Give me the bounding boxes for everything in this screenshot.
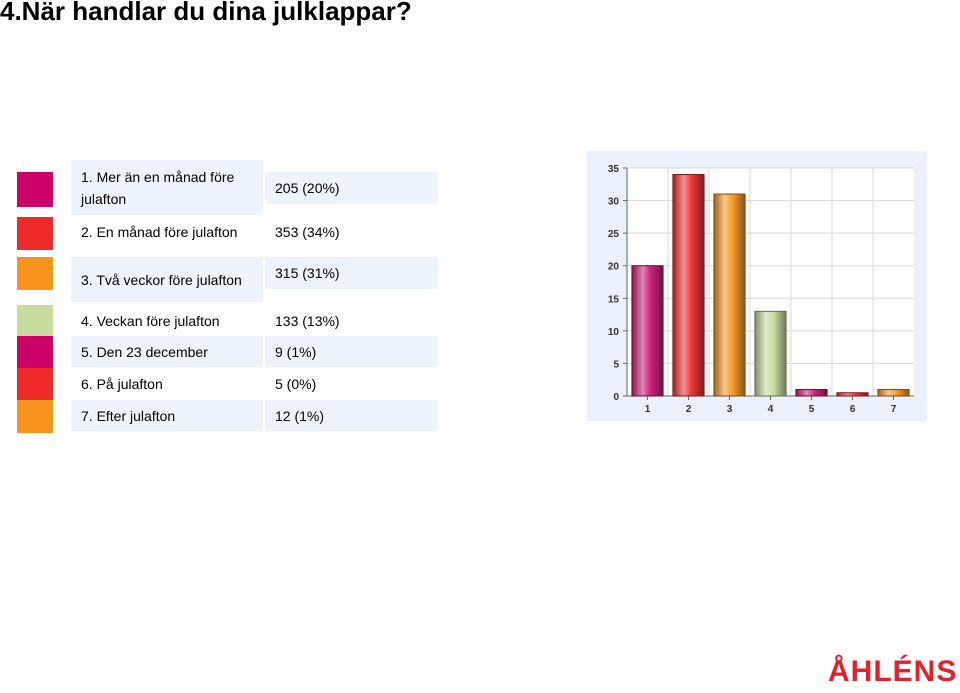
legend-value: 315 (31%): [265, 257, 438, 289]
bar: [672, 174, 705, 397]
legend-label: 5. Den 23 december: [71, 336, 263, 367]
y-tick-label: 5: [613, 359, 619, 370]
y-tick-label: 15: [608, 294, 620, 305]
legend-swatch: [17, 305, 53, 338]
bar: [836, 392, 869, 397]
legend-value: 5 (0%): [275, 375, 317, 392]
legend-value: 9 (1%): [265, 336, 438, 367]
x-tick-label: 7: [891, 404, 897, 415]
legend-value: 12 (1%): [265, 400, 438, 431]
legend-row: 1. Mer än en månad före julafton 205 (20%…: [17, 160, 438, 215]
x-tick-label: 6: [850, 404, 856, 415]
legend-swatch: [17, 217, 53, 250]
legend-label: 7. Efter julafton: [71, 400, 263, 431]
legend-value: 205 (20%): [265, 172, 438, 204]
bar: [631, 265, 664, 397]
y-tick-label: 10: [608, 327, 620, 338]
legend-label: 3. Två veckor före julafton: [71, 257, 263, 302]
legend-swatch: [17, 336, 53, 369]
legend-row: 7. Efter julafton 12 (1%): [17, 400, 438, 433]
legend-row: 2. En månad före julafton 353 (34%): [17, 217, 438, 250]
legend-label: 4. Veckan före julafton: [81, 312, 220, 329]
legend-swatch: [17, 172, 53, 207]
bar: [795, 388, 828, 397]
legend-value: 353 (34%): [275, 224, 340, 240]
x-tick-label: 5: [809, 404, 815, 415]
bar: [877, 388, 910, 397]
legend-label: 1. Mer än en månad före julafton: [71, 160, 263, 215]
legend-swatch: [17, 368, 53, 401]
chart-frame: 0 5 10 15 20 25 30 35 1 2 3 4 5 6 7: [587, 151, 927, 421]
legend-row: 6. På julafton 5 (0%): [17, 368, 438, 401]
y-tick-label: 25: [608, 229, 620, 240]
legend-row: 4. Veckan före julafton 133 (13%): [17, 305, 438, 338]
page-title: 4.När handlar du dina julklappar?: [0, 0, 412, 26]
bar-chart: 0 5 10 15 20 25 30 35 1 2 3 4 5 6 7: [608, 164, 914, 415]
y-tick-label: 20: [608, 262, 620, 273]
x-tick-label: 2: [686, 404, 692, 415]
x-tick-label: 1: [645, 404, 651, 415]
legend-row: 3. Två veckor före julafton 315 (31%): [17, 257, 438, 302]
y-tick-label: 35: [608, 164, 620, 175]
legend-swatch: [17, 400, 53, 433]
bar: [713, 193, 746, 397]
legend-value: 133 (13%): [275, 312, 340, 329]
ahlens-logo: ÅHLÉNS: [828, 655, 958, 688]
legend-label: 6. På julafton: [81, 375, 163, 392]
legend-label: 2. En månad före julafton: [81, 224, 238, 240]
legend-row: 5. Den 23 december 9 (1%): [17, 336, 438, 369]
x-tick-label: 4: [768, 404, 774, 415]
y-tick-label: 30: [608, 197, 620, 208]
x-tick-label: 3: [727, 404, 733, 415]
bar: [754, 310, 787, 397]
y-tick-label: 0: [613, 392, 619, 403]
legend-swatch: [17, 257, 53, 290]
